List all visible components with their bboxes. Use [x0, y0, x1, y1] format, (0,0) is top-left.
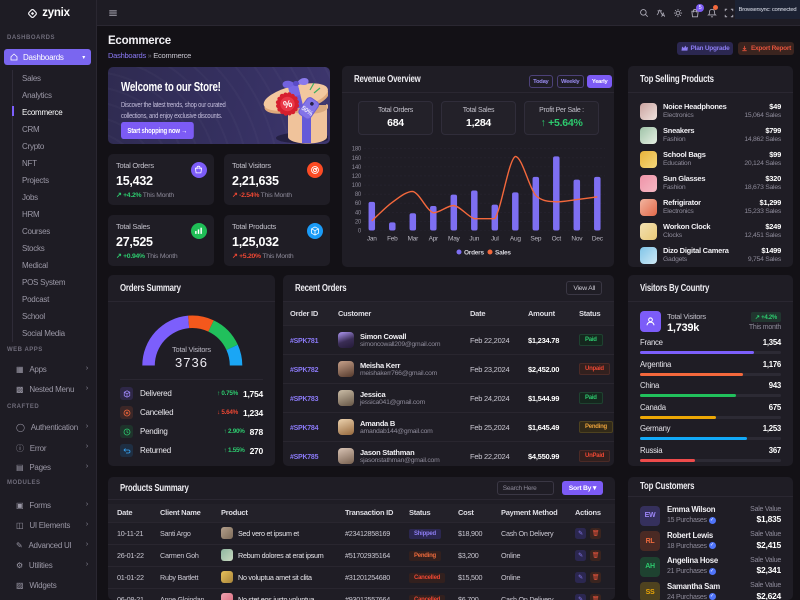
- svg-text:Orders: Orders: [464, 250, 484, 257]
- svg-text:May: May: [448, 236, 461, 243]
- svg-text:180: 180: [352, 147, 362, 153]
- svg-text:0: 0: [358, 229, 362, 235]
- svg-text:Sep: Sep: [530, 236, 541, 243]
- svg-text:Oct: Oct: [552, 236, 562, 243]
- svg-text:Apr: Apr: [429, 236, 439, 243]
- svg-text:Dec: Dec: [592, 236, 604, 243]
- svg-text:Jan: Jan: [367, 236, 377, 243]
- svg-text:40: 40: [355, 210, 362, 216]
- svg-text:Jul: Jul: [491, 236, 499, 243]
- svg-text:100: 100: [352, 183, 362, 189]
- svg-text:20: 20: [355, 219, 362, 225]
- svg-text:Sales: Sales: [495, 250, 511, 257]
- svg-text:Jun: Jun: [469, 236, 479, 243]
- svg-text:Mar: Mar: [408, 236, 420, 243]
- svg-text:Feb: Feb: [387, 236, 398, 243]
- svg-text:80: 80: [355, 192, 362, 198]
- svg-text:60: 60: [355, 201, 362, 207]
- svg-text:Aug: Aug: [510, 236, 521, 243]
- svg-text:Nov: Nov: [571, 236, 583, 243]
- svg-text:140: 140: [352, 165, 362, 171]
- svg-text:120: 120: [352, 174, 362, 180]
- svg-text:160: 160: [352, 156, 362, 162]
- svg-text:%: %: [282, 99, 293, 112]
